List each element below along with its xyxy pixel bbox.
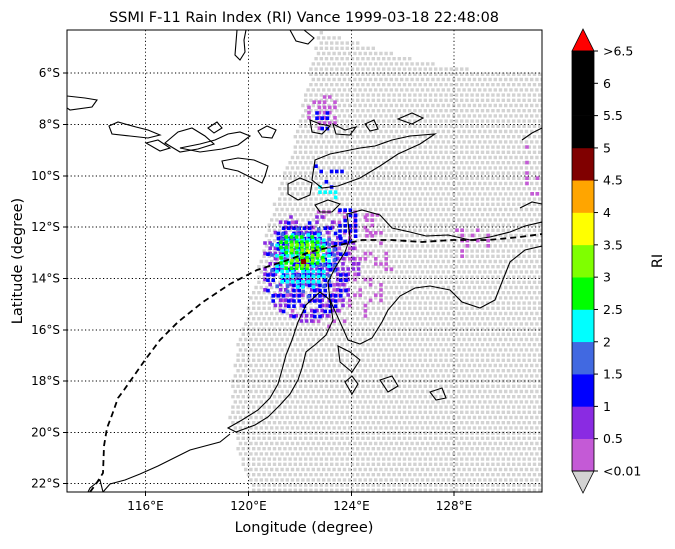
y-tick-label: 8°S: [39, 118, 60, 132]
coastline-segment: [379, 375, 399, 393]
y-tick-label: 14°S: [31, 272, 60, 286]
colorbar-tick-label: 5: [603, 140, 611, 155]
storm-center-marker: [301, 259, 306, 264]
coastline-segment: [337, 345, 361, 373]
x-tick-label: 128°E: [436, 499, 473, 513]
colorbar-tick-label: 4.5: [603, 173, 623, 188]
coastline-segment: [207, 121, 223, 134]
rain-pixels-east-low: [365, 213, 380, 238]
coastline-segment: [144, 139, 172, 152]
x-tick-label: 116°E: [127, 499, 164, 513]
rain-pixels-far-east: [525, 145, 540, 196]
coastline-segment: [102, 433, 231, 492]
rain-pixels-0-5: [263, 215, 361, 323]
colorbar-tick-label: 2.5: [603, 302, 623, 317]
rain-index-pixels: [263, 95, 540, 329]
x-axis-label: Longitude (degree): [235, 520, 374, 536]
colorbar-under-arrow: [571, 470, 595, 494]
coastline-segment: [327, 209, 542, 345]
coastline-segment: [429, 387, 447, 401]
rain-pixels-north-mid: [314, 164, 344, 189]
coastline-segment: [108, 121, 162, 139]
colorbar-tick-label: 3: [603, 270, 611, 285]
coastline-segment: [364, 119, 379, 132]
colorbar-segment: [572, 180, 594, 213]
colorbar-tick-label: 4: [603, 205, 611, 220]
colorbar-segment: [572, 115, 594, 149]
x-tick-label: 124°E: [333, 499, 370, 513]
chart-title: SSMI F-11 Rain Index (RI) Vance 1999-03-…: [109, 10, 499, 26]
map-area: [67, 30, 542, 492]
coastline-segment: [164, 127, 216, 153]
coastline-segment: [289, 30, 315, 45]
y-tick-label: 10°S: [31, 169, 60, 183]
colorbar-segment: [572, 83, 594, 116]
colorbar-tick-label: 3.5: [603, 237, 623, 252]
colorbar-tick-label: <0.01: [603, 464, 641, 479]
rain-pixels-north-low: [307, 95, 337, 130]
colorbar-tick-label: 1.5: [603, 367, 623, 382]
y-tick-label: 18°S: [31, 374, 60, 388]
y-axis-label: Latitude (degree): [10, 198, 26, 324]
y-tick-label: 16°S: [31, 323, 60, 337]
colorbar-label: RI: [650, 254, 666, 268]
coastline-segment: [311, 133, 438, 189]
y-tick-label: 22°S: [31, 477, 60, 491]
colorbar-segment: [572, 406, 594, 439]
colorbar-segment: [572, 374, 594, 407]
colorbar-tick-label: >6.5: [603, 44, 633, 59]
coastline-segment: [309, 119, 332, 135]
swath-pixels: [228, 31, 542, 492]
rain-pixels-3: [290, 243, 325, 268]
rain-pixels-east: [338, 208, 358, 244]
coastline-segment: [257, 125, 277, 139]
coastline-segment: [226, 291, 334, 433]
coastline-segment: [332, 122, 358, 136]
colorbar-frame: [571, 50, 595, 472]
colorbar-tick-label: 2: [603, 334, 611, 349]
coastline-segment: [314, 199, 342, 213]
y-tick-label: 12°S: [31, 220, 60, 234]
colorbar-segment: [572, 212, 594, 246]
colorbar-segment: [572, 277, 594, 310]
coastline-segment: [519, 201, 542, 209]
rain-pixels-1: [266, 221, 348, 319]
colorbar-segment: [572, 341, 594, 375]
colorbar-tick-label: 1: [603, 399, 611, 414]
x-tick-label: 120°E: [230, 499, 267, 513]
colorbar-segment: [572, 309, 594, 343]
colorbar-segment: [572, 51, 594, 84]
map-frame: [66, 29, 543, 493]
coastline-segment: [396, 112, 425, 125]
colorbar-tick-label: 6: [603, 76, 611, 91]
coastline-segment: [67, 95, 98, 111]
coastlines: [67, 30, 542, 492]
colorbar-over-arrow: [571, 28, 595, 52]
x-axis: 116°E 120°E 124°E 128°E: [127, 492, 472, 513]
y-axis: 6°S 8°S 10°S 12°S 14°S 16°S 18°S 20°S 22°S: [31, 66, 67, 491]
y-tick-label: 20°S: [31, 426, 60, 440]
ssmi-swath: [228, 31, 542, 492]
coastline-segment: [179, 131, 252, 153]
colorbar-segment: [572, 244, 594, 278]
coastline-segment: [521, 127, 542, 141]
coastline-segment: [287, 177, 313, 201]
colorbar-tick-label: 0.5: [603, 431, 623, 446]
coastline-segment: [221, 157, 269, 184]
colorbar-segment: [572, 147, 594, 181]
storm-track: [89, 233, 542, 492]
graticule: [67, 30, 542, 492]
coastline-segment: [87, 479, 104, 492]
coastline-segment: [344, 375, 359, 396]
y-tick-label: 6°S: [39, 66, 60, 80]
colorbar-tick-label: 5.5: [603, 108, 623, 123]
colorbar: <0.01 0.5 1 1.5 2 2.5 3 3.5 4 4.5 5 5.5 6 >6.5: [571, 28, 641, 494]
colorbar-segment: [572, 438, 594, 472]
rain-pixels-east-scatter: [455, 228, 490, 258]
coastline-segment: [234, 30, 247, 61]
